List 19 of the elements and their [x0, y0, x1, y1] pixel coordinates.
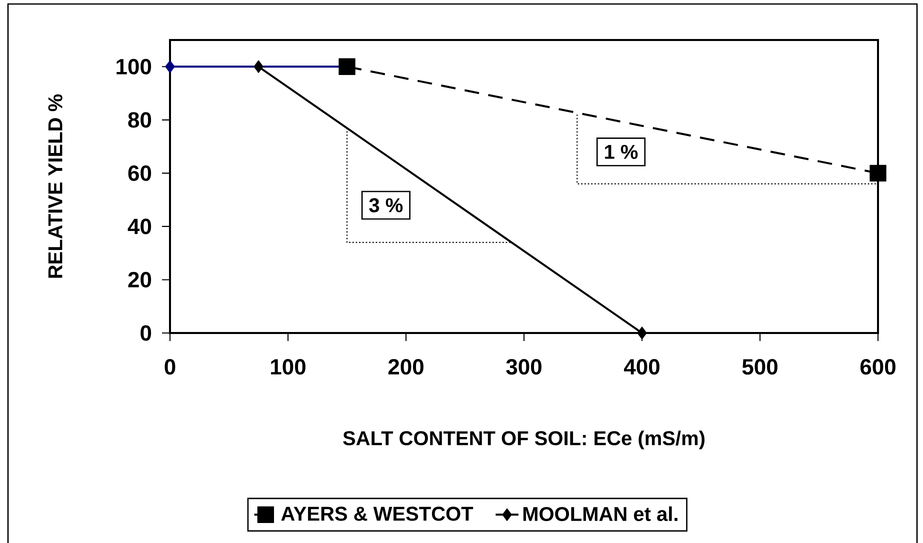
- legend-label: MOOLMAN et al.: [523, 506, 678, 522]
- y-tick-label: 60: [128, 165, 152, 181]
- y-axis-title: RELATIVE YIELD %: [48, 94, 62, 278]
- y-tick-label: 0: [140, 325, 152, 341]
- x-tick-label: 200: [388, 359, 424, 375]
- x-axis-title: SALT CONTENT OF SOIL: ECe (mS/m): [343, 430, 704, 450]
- x-tick-label: 300: [506, 359, 542, 375]
- annotation: 3 %: [369, 198, 403, 212]
- y-tick-label: 100: [116, 58, 152, 74]
- y-tick-label: 80: [128, 112, 152, 128]
- x-tick-label: 400: [624, 359, 660, 375]
- x-tick-label: 100: [271, 359, 306, 375]
- x-tick-label: 500: [742, 359, 778, 375]
- legend-label: AYERS & WESTCOT: [281, 506, 474, 521]
- y-tick-label: 20: [128, 272, 152, 288]
- annotation: 1 %: [605, 144, 638, 159]
- x-tick-label: 0: [164, 359, 176, 375]
- x-tick-label: 600: [860, 359, 896, 375]
- y-tick-label: 40: [128, 218, 152, 234]
